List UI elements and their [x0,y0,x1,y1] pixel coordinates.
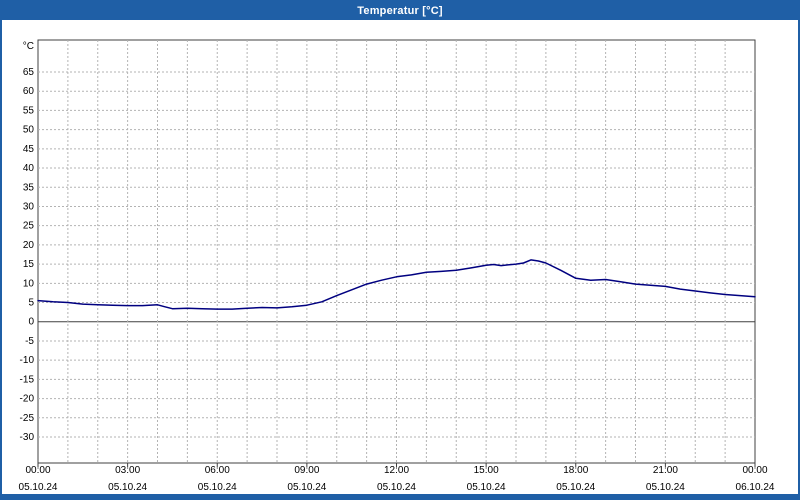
y-tick-label: -15 [20,374,35,385]
x-tick-time-label: 06:00 [205,465,230,476]
temperature-chart: 65605550454035302520151050-5-10-15-20-25… [19,39,775,493]
window-title: Temperatur [°C] [357,5,443,17]
x-tick-time-label: 15:00 [474,465,499,476]
x-tick-date-label: 05.10.24 [108,482,147,493]
y-tick-label: 40 [23,163,35,174]
x-tick-date-label: 05.10.24 [377,482,416,493]
y-axis-unit-label: °C [23,41,34,52]
y-tick-label: -5 [25,336,34,347]
x-tick-time-label: 03:00 [115,465,140,476]
x-tick-date-label: 05.10.24 [287,482,326,493]
y-tick-label: 55 [23,105,35,116]
bottom-bar [2,494,798,498]
x-tick-date-label: 05.10.24 [19,482,58,493]
y-tick-label: 35 [23,182,35,193]
y-tick-label: 25 [23,221,35,232]
y-tick-label: 5 [28,298,34,309]
chart-area: 65 60 55 50 45 40 35 30 25 20 15 10 5 0 -5 -10 -15 -20 -25… [2,20,798,494]
y-tick-label: -10 [20,355,35,366]
x-tick-date-label: 05.10.24 [556,482,595,493]
x-tick-date-label: 05.10.24 [646,482,685,493]
x-tick-time-label: 00:00 [25,465,50,476]
x-tick-date-label: 05.10.24 [198,482,237,493]
y-tick-label: 60 [23,86,35,97]
y-tick-label: 10 [23,278,35,289]
y-tick-label: -20 [20,394,35,405]
window-titlebar: Temperatur [°C] [2,2,798,20]
x-tick-time-label: 09:00 [294,465,319,476]
y-tick-label: 15 [23,259,35,270]
x-tick-date-label: 06.10.24 [736,482,775,493]
y-tick-label: 20 [23,240,35,251]
y-tick-label: 65 [23,67,35,78]
x-tick-time-label: 12:00 [384,465,409,476]
y-tick-label: 45 [23,144,35,155]
plot-area [37,39,756,464]
temperature-line [37,259,756,310]
x-tick-time-label: 00:00 [742,465,767,476]
y-tick-label: 50 [23,125,35,136]
y-tick-label: -25 [20,413,35,424]
y-tick-label: 0 [28,317,34,328]
y-tick-label: -30 [20,432,35,443]
y-tick-label: 30 [23,201,35,212]
x-tick-date-label: 05.10.24 [467,482,506,493]
x-tick-time-label: 21:00 [653,465,678,476]
x-tick-time-label: 18:00 [563,465,588,476]
